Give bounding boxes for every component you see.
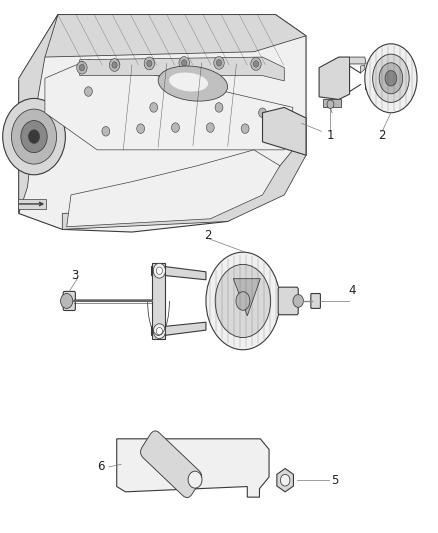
Ellipse shape [236, 292, 250, 310]
Circle shape [241, 124, 249, 133]
Ellipse shape [373, 54, 409, 102]
Ellipse shape [385, 70, 397, 86]
Circle shape [214, 56, 224, 69]
Text: 2: 2 [205, 229, 212, 242]
Circle shape [102, 126, 110, 136]
Ellipse shape [215, 264, 271, 337]
Polygon shape [19, 14, 306, 78]
Circle shape [144, 57, 155, 70]
Circle shape [253, 61, 258, 67]
Polygon shape [152, 263, 166, 339]
Polygon shape [233, 279, 260, 316]
Polygon shape [19, 14, 58, 214]
Circle shape [172, 123, 180, 132]
Ellipse shape [169, 72, 208, 92]
Text: 5: 5 [331, 474, 339, 487]
Circle shape [188, 471, 202, 488]
Polygon shape [80, 57, 284, 81]
Circle shape [77, 61, 87, 74]
Circle shape [258, 108, 266, 117]
Ellipse shape [365, 44, 417, 113]
Circle shape [153, 263, 166, 278]
Polygon shape [277, 469, 293, 492]
Circle shape [85, 87, 92, 96]
Circle shape [182, 60, 187, 66]
Circle shape [327, 100, 334, 109]
FancyBboxPatch shape [63, 292, 75, 311]
FancyBboxPatch shape [311, 294, 321, 309]
Circle shape [112, 62, 117, 68]
Polygon shape [319, 57, 350, 100]
Text: 6: 6 [97, 461, 105, 473]
Circle shape [293, 295, 304, 308]
Circle shape [137, 124, 145, 133]
Polygon shape [19, 14, 306, 232]
Circle shape [11, 109, 57, 164]
Ellipse shape [379, 63, 403, 94]
Text: 3: 3 [71, 269, 78, 282]
Circle shape [147, 60, 152, 67]
FancyBboxPatch shape [18, 199, 46, 209]
Ellipse shape [206, 252, 280, 350]
Polygon shape [45, 60, 293, 150]
FancyBboxPatch shape [278, 287, 298, 315]
Polygon shape [323, 100, 341, 108]
Circle shape [156, 327, 162, 335]
Circle shape [21, 120, 47, 152]
Polygon shape [62, 144, 306, 229]
Circle shape [150, 103, 158, 112]
Circle shape [215, 103, 223, 112]
Ellipse shape [158, 66, 228, 101]
Circle shape [153, 324, 166, 338]
Polygon shape [152, 322, 206, 335]
Circle shape [79, 64, 85, 71]
Circle shape [206, 123, 214, 132]
Circle shape [110, 59, 120, 71]
Circle shape [156, 267, 162, 274]
Circle shape [251, 58, 261, 70]
Polygon shape [152, 266, 206, 280]
Polygon shape [262, 108, 306, 155]
Text: 1: 1 [326, 128, 334, 141]
Text: 4: 4 [348, 284, 356, 297]
Circle shape [28, 130, 40, 143]
Circle shape [3, 99, 65, 175]
Circle shape [179, 56, 189, 69]
Circle shape [280, 474, 290, 486]
Circle shape [216, 60, 222, 66]
Polygon shape [350, 57, 366, 64]
Polygon shape [117, 439, 269, 497]
FancyBboxPatch shape [141, 431, 202, 498]
Polygon shape [67, 150, 280, 227]
Text: 2: 2 [378, 128, 386, 141]
Circle shape [60, 294, 73, 309]
Polygon shape [360, 65, 365, 73]
